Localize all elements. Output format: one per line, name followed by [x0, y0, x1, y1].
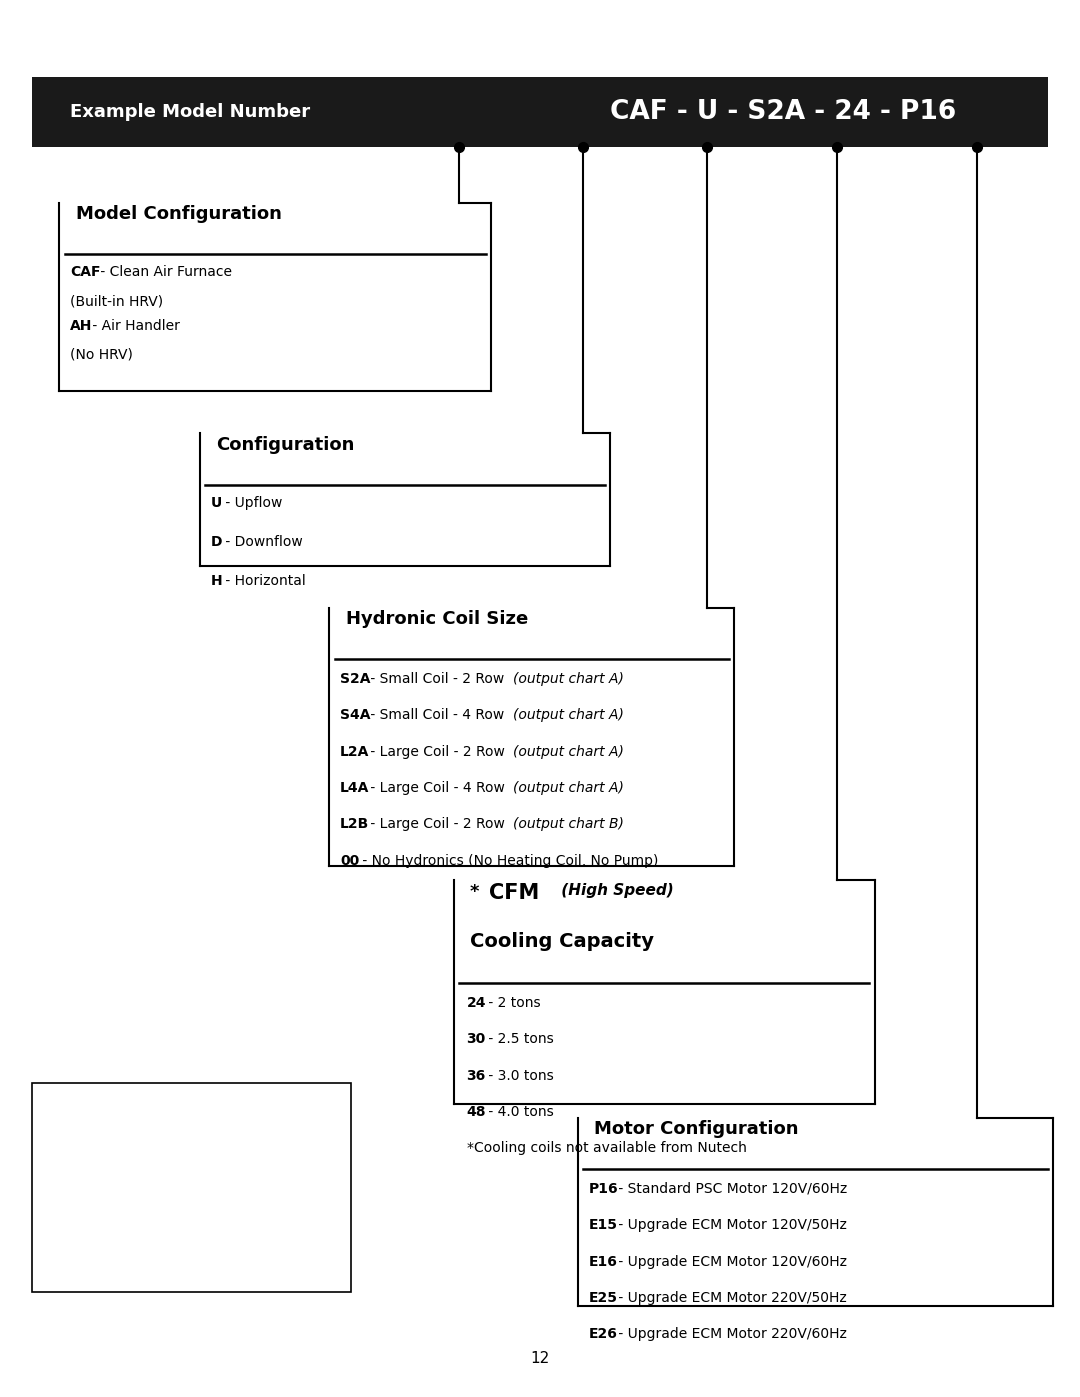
- FancyBboxPatch shape: [32, 1083, 351, 1292]
- Text: L4A: L4A: [340, 781, 369, 795]
- Text: - Downflow: - Downflow: [220, 535, 302, 549]
- Bar: [32, 77, 1048, 147]
- Text: Model Number Breakdown only.: Model Number Breakdown only.: [52, 1257, 251, 1270]
- Text: - 2 tons: - 2 tons: [484, 996, 541, 1010]
- Text: CAF - U - S2A - 24 - P16: CAF - U - S2A - 24 - P16: [610, 99, 957, 124]
- Text: Refer to individual specification: Refer to individual specification: [52, 1123, 249, 1136]
- Text: U: U: [211, 496, 221, 510]
- Text: Model Configuration: Model Configuration: [76, 205, 282, 224]
- Text: - Small Coil - 2 Row: - Small Coil - 2 Row: [366, 672, 509, 686]
- Text: L2B: L2B: [340, 817, 369, 831]
- Text: Example Model Number: Example Model Number: [70, 103, 310, 120]
- Text: E15: E15: [589, 1218, 618, 1232]
- Text: - Large Coil - 2 Row: - Large Coil - 2 Row: [366, 745, 509, 759]
- Text: pages for Hydronic Coil and: pages for Hydronic Coil and: [52, 1157, 225, 1169]
- Text: Hydronic Coil Size: Hydronic Coil Size: [346, 610, 528, 629]
- Text: Blower configurations.: Blower configurations.: [52, 1190, 192, 1203]
- Text: E25: E25: [589, 1291, 618, 1305]
- Text: - 2.5 tons: - 2.5 tons: [484, 1032, 554, 1046]
- Text: 12: 12: [530, 1351, 550, 1366]
- Text: 36: 36: [467, 1069, 486, 1083]
- Text: (output chart A): (output chart A): [513, 745, 624, 759]
- Text: - Large Coil - 4 Row: - Large Coil - 4 Row: [366, 781, 509, 795]
- Text: - 4.0 tons: - 4.0 tons: [484, 1105, 554, 1119]
- Text: (High Speed): (High Speed): [556, 883, 674, 898]
- Text: - Upgrade ECM Motor 120V/60Hz: - Upgrade ECM Motor 120V/60Hz: [615, 1255, 847, 1268]
- Text: Cooling Capacity: Cooling Capacity: [470, 932, 653, 951]
- Text: (Built-in HRV): (Built-in HRV): [70, 295, 163, 309]
- Text: - Standard PSC Motor 120V/60Hz: - Standard PSC Motor 120V/60Hz: [615, 1182, 848, 1196]
- Text: Motor Configuration: Motor Configuration: [594, 1120, 798, 1139]
- Text: *Cooling coils not available from Nutech: *Cooling coils not available from Nutech: [467, 1141, 746, 1155]
- Text: (output chart A): (output chart A): [513, 781, 624, 795]
- Text: Configuration: Configuration: [216, 436, 354, 454]
- Text: E16: E16: [589, 1255, 618, 1268]
- Text: - Clean Air Furnace: - Clean Air Furnace: [96, 265, 232, 279]
- Text: (No HRV): (No HRV): [70, 348, 133, 362]
- Text: 48: 48: [467, 1105, 486, 1119]
- Text: S2A: S2A: [340, 672, 370, 686]
- Text: H: H: [211, 574, 222, 588]
- Text: - Upgrade ECM Motor 220V/50Hz: - Upgrade ECM Motor 220V/50Hz: [615, 1291, 847, 1305]
- Text: - Horizontal: - Horizontal: [220, 574, 306, 588]
- Text: Note:: Note:: [52, 1092, 94, 1106]
- Text: Model Number Nomenclature Breakdown: Model Number Nomenclature Breakdown: [59, 77, 543, 96]
- Text: CFM: CFM: [489, 883, 540, 902]
- Text: 24: 24: [467, 996, 486, 1010]
- Text: - Upgrade ECM Motor 120V/50Hz: - Upgrade ECM Motor 120V/50Hz: [615, 1218, 847, 1232]
- Text: L2A: L2A: [340, 745, 369, 759]
- Text: - Small Coil - 4 Row: - Small Coil - 4 Row: [366, 708, 509, 722]
- Text: - Upgrade ECM Motor 220V/60Hz: - Upgrade ECM Motor 220V/60Hz: [615, 1327, 847, 1341]
- Text: AH: AH: [70, 319, 93, 332]
- Text: P16: P16: [589, 1182, 618, 1196]
- Text: D: D: [211, 535, 222, 549]
- Text: *: *: [470, 883, 486, 901]
- Text: CAF: CAF: [70, 265, 100, 279]
- Text: This sheet is for pre-configured: This sheet is for pre-configured: [52, 1224, 247, 1236]
- Text: S4A: S4A: [340, 708, 370, 722]
- Text: (output chart A): (output chart A): [513, 708, 624, 722]
- Text: - Large Coil - 2 Row: - Large Coil - 2 Row: [366, 817, 509, 831]
- Text: 00: 00: [340, 854, 360, 868]
- Text: (output chart A): (output chart A): [513, 672, 624, 686]
- Text: - Upflow: - Upflow: [220, 496, 282, 510]
- Text: 30: 30: [467, 1032, 486, 1046]
- Text: - 3.0 tons: - 3.0 tons: [484, 1069, 554, 1083]
- Text: E26: E26: [589, 1327, 618, 1341]
- Text: - Air Handler: - Air Handler: [87, 319, 179, 332]
- Text: - No Hydronics (No Heating Coil, No Pump): - No Hydronics (No Heating Coil, No Pump…: [357, 854, 659, 868]
- Text: (output chart B): (output chart B): [513, 817, 624, 831]
